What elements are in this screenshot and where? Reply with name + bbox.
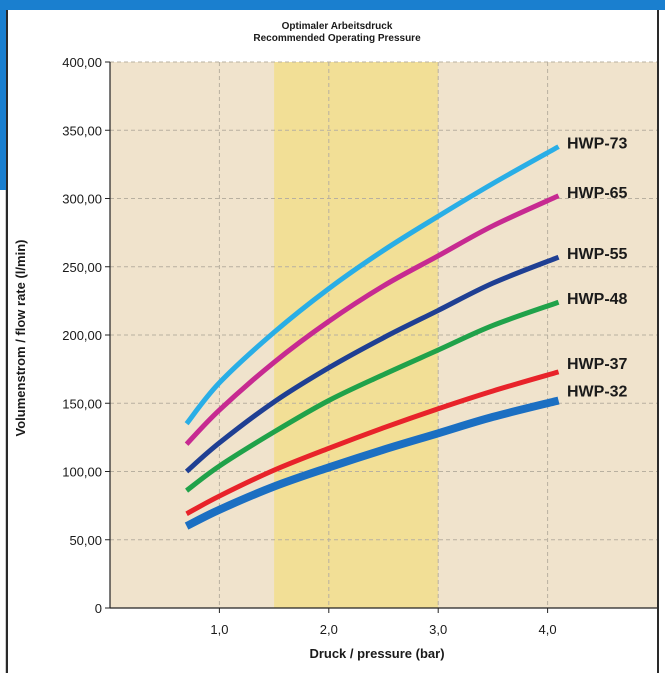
header-bar: [0, 0, 665, 10]
series-line-hwp-73: [184, 144, 560, 426]
y-tick-label: 350,00: [62, 123, 102, 138]
series-line-hwp-32: [184, 396, 560, 530]
chart-title: Optimaler Arbeitsdruck: [282, 21, 393, 32]
series-line-hwp-48: [185, 299, 560, 493]
series-label-hwp-37: HWP-37: [567, 356, 628, 373]
y-tick-label: 150,00: [62, 396, 102, 411]
series-line-hwp-37: [185, 369, 560, 517]
chart-svg: 0 50,00 100,00 150,00 200,00 250,00 300,00 350,…: [13, 21, 657, 661]
y-tick-label: 50,00: [69, 533, 102, 548]
series-label-hwp-32: HWP-32: [567, 384, 628, 401]
series-label-hwp-73: HWP-73: [567, 136, 628, 153]
chart-panel: 0 50,00 100,00 150,00 200,00 250,00 300,00 350,…: [6, 10, 659, 673]
y-tick-label: 250,00: [62, 260, 102, 275]
series-lines: HWP-73 HWP-65 HWP-55 HWP-48 HWP-37 HWP-32: [184, 136, 628, 530]
side-strip: [0, 190, 6, 673]
x-tick-label: 1,0: [210, 622, 228, 637]
y-tick-label: 300,00: [62, 192, 102, 207]
chart-subtitle: Recommended Operating Pressure: [253, 33, 421, 44]
side-accent-strip: [0, 0, 6, 190]
x-tick-label: 3,0: [429, 622, 447, 637]
y-tick-label: 0: [95, 601, 102, 616]
y-tick-label: 200,00: [62, 328, 102, 343]
y-tick-label: 400,00: [62, 55, 102, 70]
series-label-hwp-65: HWP-65: [567, 185, 628, 202]
series-line-hwp-65: [184, 193, 560, 446]
x-axis-title: Druck / pressure (bar): [309, 646, 444, 661]
series-label-hwp-55: HWP-55: [567, 246, 628, 263]
axes: 0 50,00 100,00 150,00 200,00 250,00 300,00 350,…: [62, 55, 657, 637]
series-label-hwp-48: HWP-48: [567, 291, 628, 308]
x-tick-label: 4,0: [539, 622, 557, 637]
x-tick-label: 2,0: [320, 622, 338, 637]
y-axis-title: Volumenstrom / flow rate (l/min): [13, 240, 28, 437]
y-tick-label: 100,00: [62, 465, 102, 480]
series-line-hwp-55: [184, 254, 560, 474]
